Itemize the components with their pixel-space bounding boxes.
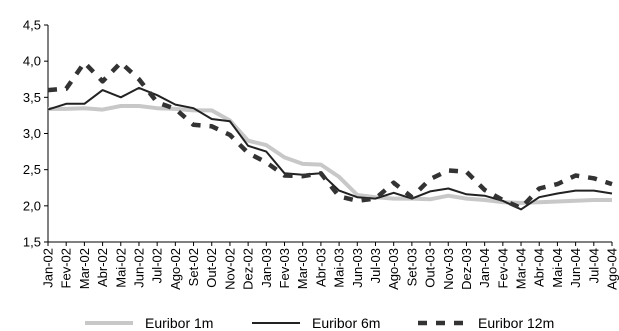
x-tick-label: Fev-02: [59, 248, 74, 288]
x-tick-label: Mai-02: [113, 248, 128, 288]
legend-label-3: Euribor 12m: [478, 315, 554, 331]
x-tick-label: Jun-03: [350, 248, 365, 288]
y-tick-label: 3,5: [23, 90, 41, 105]
x-tick-label: Jun-02: [131, 248, 146, 288]
x-tick-label: Ago-04: [605, 248, 619, 290]
x-tick-label: Mar-02: [77, 248, 92, 289]
x-tick-label: Set-03: [404, 248, 419, 286]
legend-label-1: Euribor 1m: [145, 315, 213, 331]
x-tick-label: Abr-04: [532, 248, 547, 287]
legend-label-2: Euribor 6m: [312, 315, 380, 331]
x-tick-label: Abr-02: [95, 248, 110, 287]
series-line-2: [47, 86, 613, 211]
y-tick-label: 3,0: [23, 126, 41, 141]
x-tick-label: Set-02: [186, 248, 201, 286]
x-tick-label: Fev-03: [277, 248, 292, 288]
y-tick-label: 4,5: [23, 18, 41, 33]
x-tick-label: Jul-04: [586, 248, 601, 283]
x-tick-label: Mar-03: [295, 248, 310, 289]
x-tick-label: Dez-02: [241, 248, 256, 290]
series-line-1: [48, 104, 612, 205]
x-tick-label: Jun-04: [568, 248, 583, 288]
x-tick-label: Jul-02: [150, 248, 165, 283]
x-tick-label: Fev-04: [495, 248, 510, 288]
x-tick-label: Out-02: [204, 248, 219, 288]
x-tick-label: Mai-04: [550, 248, 565, 288]
y-tick-label: 1,5: [23, 235, 41, 250]
x-tick-label: Abr-03: [313, 248, 328, 287]
x-tick-label: Jan-04: [477, 248, 492, 288]
y-tick-label: 2,0: [23, 198, 41, 213]
x-tick-label: Jan-03: [259, 248, 274, 288]
x-tick-label: Dez-03: [459, 248, 474, 290]
series-lines: [47, 60, 613, 211]
x-tick-label: Nov-02: [222, 248, 237, 290]
x-tick-label: Mai-03: [332, 248, 347, 288]
x-tick-label: Ago-02: [168, 248, 183, 290]
y-tick-label: 2,5: [23, 162, 41, 177]
x-tick-label: Nov-03: [441, 248, 456, 290]
x-tick-label: Jan-02: [41, 248, 56, 288]
x-tick-label: Mar-04: [514, 248, 529, 289]
x-tick-label: Jul-03: [368, 248, 383, 283]
series-line-3: [47, 60, 613, 211]
x-tick-label: Ago-03: [386, 248, 401, 290]
x-tick-label: Out-03: [423, 248, 438, 288]
legend: Euribor 1m Euribor 6m Euribor 12m: [85, 315, 554, 331]
y-tick-label: 4,0: [23, 54, 41, 69]
